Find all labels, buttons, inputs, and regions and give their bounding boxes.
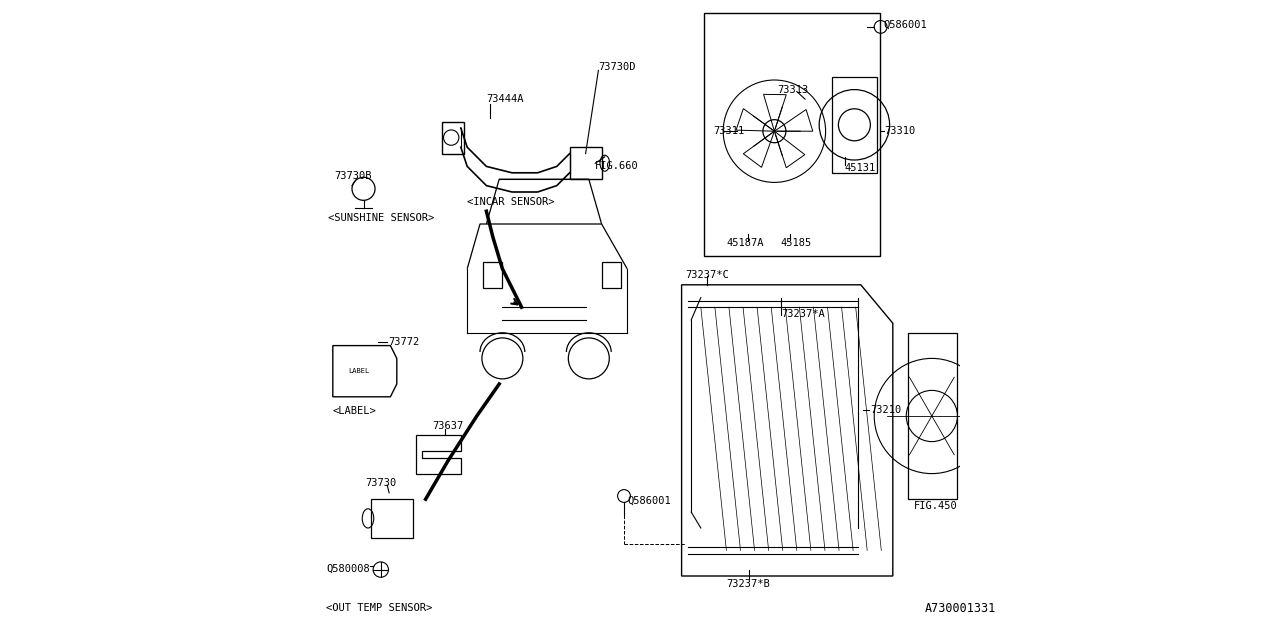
FancyArrowPatch shape	[776, 134, 782, 156]
Text: FIG.660: FIG.660	[595, 161, 639, 172]
Text: 73637: 73637	[433, 420, 463, 431]
Text: 45187A: 45187A	[727, 238, 764, 248]
Text: 73311: 73311	[714, 126, 745, 136]
Text: A730001331: A730001331	[924, 602, 996, 614]
FancyArrowPatch shape	[754, 133, 772, 147]
Text: 73210: 73210	[870, 404, 901, 415]
Text: <LABEL>: <LABEL>	[333, 406, 376, 416]
Text: 73444A: 73444A	[486, 94, 524, 104]
FancyArrowPatch shape	[776, 106, 782, 129]
Text: <INCAR SENSOR>: <INCAR SENSOR>	[467, 196, 554, 207]
Text: 73237*C: 73237*C	[685, 270, 728, 280]
Text: 45131: 45131	[845, 163, 876, 173]
Text: 73313: 73313	[777, 84, 809, 95]
Text: 73237*B: 73237*B	[727, 579, 771, 589]
Text: 73310: 73310	[884, 126, 915, 136]
Text: 73772: 73772	[389, 337, 420, 348]
Text: 73237*A: 73237*A	[781, 308, 824, 319]
Text: <OUT TEMP SENSOR>: <OUT TEMP SENSOR>	[326, 603, 433, 613]
Text: LABEL: LABEL	[348, 368, 369, 374]
Text: FIG.450: FIG.450	[914, 500, 957, 511]
Text: 73730: 73730	[365, 478, 396, 488]
Text: Q580008: Q580008	[326, 563, 370, 573]
Text: Q586001: Q586001	[627, 495, 671, 506]
Text: <SUNSHINE SENSOR>: <SUNSHINE SENSOR>	[328, 212, 434, 223]
Text: 73730D: 73730D	[599, 62, 636, 72]
Text: Q586001: Q586001	[883, 19, 927, 29]
FancyArrowPatch shape	[754, 116, 772, 129]
Text: 73730B: 73730B	[335, 171, 372, 181]
Text: 45185: 45185	[781, 238, 812, 248]
